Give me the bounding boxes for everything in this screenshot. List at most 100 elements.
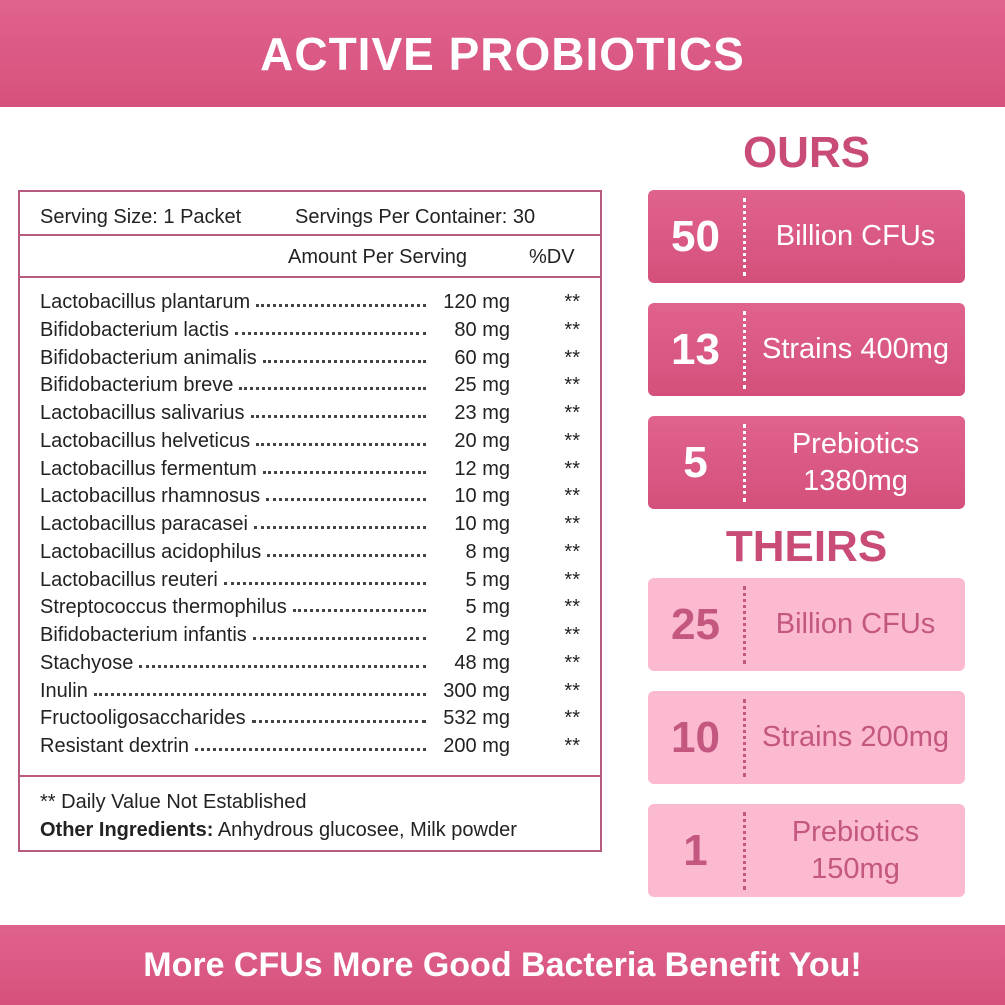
ingredient-row: Bifidobacterium infantis 2 mg ** xyxy=(40,621,580,647)
ingredient-name: Bifidobacterium breve xyxy=(40,374,234,397)
dot-leader xyxy=(93,692,426,696)
ingredient-dv: ** xyxy=(564,374,580,397)
ingredient-row: Lactobacillus salivarius 23 mg ** xyxy=(40,399,580,425)
ingredient-row: Lactobacillus plantarum 120 mg ** xyxy=(40,288,580,314)
ingredient-name: Resistant dextrin xyxy=(40,735,189,757)
ingredient-name: Lactobacillus salivarius xyxy=(40,402,245,424)
separator xyxy=(20,775,600,777)
theirs-card: 25 Billion CFUs xyxy=(648,578,965,671)
ingredient-name: Lactobacillus helveticus xyxy=(40,429,251,452)
ingredient-row: Inulin 300 mg ** xyxy=(40,677,580,703)
ingredient-amount: 48 mg xyxy=(454,651,510,674)
amount-header: Amount Per Serving xyxy=(288,246,467,268)
ingredient-name: Bifidobacterium infantis xyxy=(40,624,247,646)
ingredient-row: Fructooligosaccharides 532 mg ** xyxy=(40,704,580,730)
ingredient-amount: 60 mg xyxy=(454,346,510,369)
ingredient-row: Bifidobacterium animalis 60 mg ** xyxy=(40,344,580,370)
card-number: 10 xyxy=(671,712,720,762)
dot-leader xyxy=(267,553,426,557)
card-line: Billion CFUs xyxy=(775,220,936,252)
card-text: Billion CFUs xyxy=(746,606,965,643)
card-text: Prebiotics 150mg xyxy=(746,814,965,888)
ingredient-dv: ** xyxy=(564,513,580,535)
card-text: Prebiotics 1380mg xyxy=(746,426,965,500)
supplement-facts: Serving Size: 1 Packet Servings Per Cont… xyxy=(18,190,602,852)
card-text: Billion CFUs xyxy=(746,218,965,255)
ingredient-amount: 10 mg xyxy=(454,513,510,535)
theirs-card: 1 Prebiotics 150mg xyxy=(648,804,965,897)
dot-leader xyxy=(292,609,426,613)
ingredient-amount: 12 mg xyxy=(454,457,510,480)
card-text: Strains 200mg xyxy=(746,719,965,756)
separator xyxy=(20,276,600,278)
ingredient-name: Lactobacillus paracasei xyxy=(40,513,248,535)
other-text: Anhydrous glucosee, Milk powder xyxy=(217,819,517,841)
other-label: Other Ingredients: xyxy=(40,819,214,841)
card-text: Strains 400mg xyxy=(746,331,965,368)
card-line: Prebiotics xyxy=(791,815,920,848)
ingredient-dv: ** xyxy=(564,540,580,563)
ingredient-dv: ** xyxy=(564,457,580,480)
ingredient-name: Streptococcus thermophilus xyxy=(40,596,287,619)
ingredient-dv: ** xyxy=(564,707,580,730)
ingredient-row: Lactobacillus fermentum 12 mg ** xyxy=(40,455,580,481)
ingredient-dv: ** xyxy=(564,596,580,619)
card-number: 25 xyxy=(671,599,720,649)
dotted-divider xyxy=(743,698,746,777)
ingredient-dv: ** xyxy=(564,679,580,702)
servings-per-container: Servings Per Container: 30 xyxy=(295,206,536,228)
theirs-title: THEIRS xyxy=(725,522,888,571)
serving-size: Serving Size: 1 Packet xyxy=(40,206,242,228)
ingredient-row: Bifidobacterium lactis 80 mg ** xyxy=(40,316,580,342)
other-ingredients: Other Ingredients: Anhydrous glucosee, M… xyxy=(40,819,517,842)
ingredient-name: Inulin xyxy=(40,679,88,702)
dot-leader xyxy=(256,442,426,446)
card-number: 50 xyxy=(671,211,720,261)
dot-leader xyxy=(253,526,426,529)
separator xyxy=(20,234,600,236)
ingredient-row: Lactobacillus acidophilus 8 mg ** xyxy=(40,538,580,564)
card-number: 5 xyxy=(683,437,708,487)
ingredient-row: Resistant dextrin 200 mg ** xyxy=(40,732,580,758)
theirs-card: 10 Strains 200mg xyxy=(648,691,965,784)
ingredient-dv: ** xyxy=(564,402,580,424)
ingredient-dv: ** xyxy=(564,485,580,508)
ingredient-row: Stachyose 48 mg ** xyxy=(40,649,580,675)
ingredient-amount: 25 mg xyxy=(454,374,510,397)
card-line: Billion CFUs xyxy=(775,608,936,640)
ingredient-amount: 5 mg xyxy=(465,596,510,619)
ingredient-name: Bifidobacterium animalis xyxy=(40,346,257,369)
ingredient-row: Bifidobacterium breve 25 mg ** xyxy=(40,371,580,397)
ingredient-dv: ** xyxy=(564,624,580,646)
footnote: ** Daily Value Not Established xyxy=(40,791,307,813)
ingredient-dv: ** xyxy=(564,651,580,674)
card-line: 150mg xyxy=(811,852,900,885)
ingredient-name: Fructooligosaccharides xyxy=(40,707,246,730)
dot-leader xyxy=(251,720,426,724)
ingredient-name: Stachyose xyxy=(40,651,134,674)
dot-leader xyxy=(252,637,426,640)
ingredient-amount: 80 mg xyxy=(454,318,510,341)
ingredient-amount: 2 mg xyxy=(465,624,510,646)
card-line: Strains 400mg xyxy=(762,333,949,365)
ingredient-row: Lactobacillus rhamnosus 10 mg ** xyxy=(40,482,580,508)
dotted-divider xyxy=(743,811,746,890)
dot-leader xyxy=(194,748,426,751)
dot-leader xyxy=(234,331,426,335)
ingredient-amount: 300 mg xyxy=(443,679,510,702)
ingredient-dv: ** xyxy=(564,291,580,313)
ingredient-amount: 23 mg xyxy=(454,402,510,424)
dot-leader xyxy=(223,581,426,585)
ingredient-dv: ** xyxy=(564,735,580,757)
ours-card: 5 Prebiotics 1380mg xyxy=(648,416,965,509)
ingredient-dv: ** xyxy=(564,429,580,452)
ingredient-amount: 20 mg xyxy=(454,429,510,452)
dotted-divider xyxy=(743,310,746,389)
card-line: Prebiotics xyxy=(791,427,920,460)
ingredient-name: Lactobacillus acidophilus xyxy=(40,540,262,563)
ingredient-amount: 8 mg xyxy=(465,540,510,563)
ingredient-name: Bifidobacterium lactis xyxy=(40,318,229,341)
ingredient-name: Lactobacillus fermentum xyxy=(40,457,257,480)
ingredient-amount: 532 mg xyxy=(443,707,510,730)
